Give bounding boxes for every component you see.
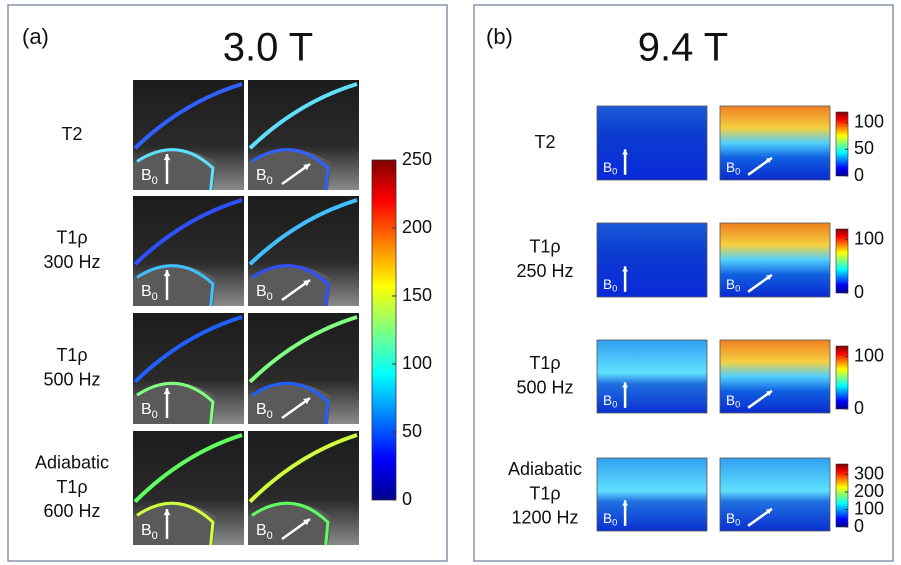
b0-base: B	[141, 167, 152, 184]
b0-sub: 0	[735, 167, 740, 177]
row-label: T1ρ	[529, 483, 560, 503]
panel-title: 9.4 T	[638, 26, 728, 70]
b0-sub: 0	[612, 518, 617, 528]
row-label: T1ρ	[56, 345, 87, 365]
b0-base: B	[603, 160, 612, 175]
row-label: Adiabatic	[508, 459, 582, 479]
b0-base: B	[726, 393, 735, 408]
b0-base: B	[256, 283, 267, 300]
row-label: 600 Hz	[43, 501, 100, 521]
colorbar-tick-label: 100	[402, 353, 432, 373]
b0-sub: 0	[612, 400, 617, 410]
b0-sub: 0	[267, 530, 273, 542]
b0-base: B	[726, 277, 735, 292]
colorbar-tick-label: 0	[854, 516, 864, 536]
b0-base: B	[141, 401, 152, 418]
b0-sub: 0	[152, 175, 158, 187]
b0-sub: 0	[735, 400, 740, 410]
panel-label: (b)	[486, 24, 513, 49]
colorbar-tick-label: 0	[854, 282, 864, 302]
b0-sub: 0	[612, 167, 617, 177]
b0-base: B	[726, 160, 735, 175]
row-label: T1ρ	[529, 353, 560, 373]
b0-sub: 0	[612, 284, 617, 294]
b0-base: B	[726, 511, 735, 526]
colorbar-tick-label: 50	[854, 138, 874, 158]
row-label: T1ρ	[56, 477, 87, 497]
colorbar-tick-label: 50	[402, 421, 422, 441]
b0-sub: 0	[152, 409, 158, 421]
b0-base: B	[141, 522, 152, 539]
colorbar-tick-label: 0	[854, 398, 864, 418]
b0-base: B	[603, 511, 612, 526]
row-label: T2	[61, 124, 82, 144]
colorbar-tick-label: 100	[854, 111, 884, 131]
row-label: T1ρ	[529, 237, 560, 257]
colorbar-tick-label: 0	[854, 165, 864, 185]
colorbar	[836, 229, 848, 293]
colorbar-tick-label: 300	[854, 463, 884, 483]
colorbar-tick-label: 0	[402, 489, 412, 509]
colorbar-tick-label: 100	[854, 345, 884, 365]
colorbar-tick-label: 100	[854, 228, 884, 248]
row-label: 500 Hz	[43, 369, 100, 389]
b0-base: B	[256, 522, 267, 539]
colorbar-tick-label: 200	[854, 481, 884, 501]
figure: (a)3.0 TT2B0B0T1ρ300 HzB0B0T1ρ500 HzB0B0…	[0, 0, 901, 565]
panel-label: (a)	[22, 24, 49, 49]
b0-sub: 0	[152, 530, 158, 542]
b0-base: B	[141, 283, 152, 300]
colorbar	[836, 464, 848, 527]
row-label: 250 Hz	[516, 261, 573, 281]
colorbar-tick-label: 200	[402, 217, 432, 237]
row-label: Adiabatic	[35, 452, 109, 472]
colorbar	[372, 160, 396, 500]
colorbar	[836, 112, 848, 176]
panel-title: 3.0 T	[223, 26, 313, 70]
colorbar-tick-label: 150	[402, 285, 432, 305]
row-label: 1200 Hz	[511, 508, 578, 528]
b0-sub: 0	[267, 175, 273, 187]
b0-base: B	[603, 277, 612, 292]
b0-base: B	[603, 393, 612, 408]
b0-base: B	[256, 401, 267, 418]
b0-base: B	[256, 167, 267, 184]
b0-sub: 0	[152, 291, 158, 303]
row-label: 500 Hz	[516, 377, 573, 397]
row-label: 300 Hz	[43, 252, 100, 272]
b0-sub: 0	[735, 518, 740, 528]
row-label: T2	[534, 132, 555, 152]
row-label: T1ρ	[56, 228, 87, 248]
b0-sub: 0	[267, 291, 273, 303]
b0-sub: 0	[735, 284, 740, 294]
colorbar-tick-label: 250	[402, 149, 432, 169]
b0-sub: 0	[267, 409, 273, 421]
colorbar	[836, 346, 848, 409]
colorbar-tick-label: 100	[854, 498, 884, 518]
